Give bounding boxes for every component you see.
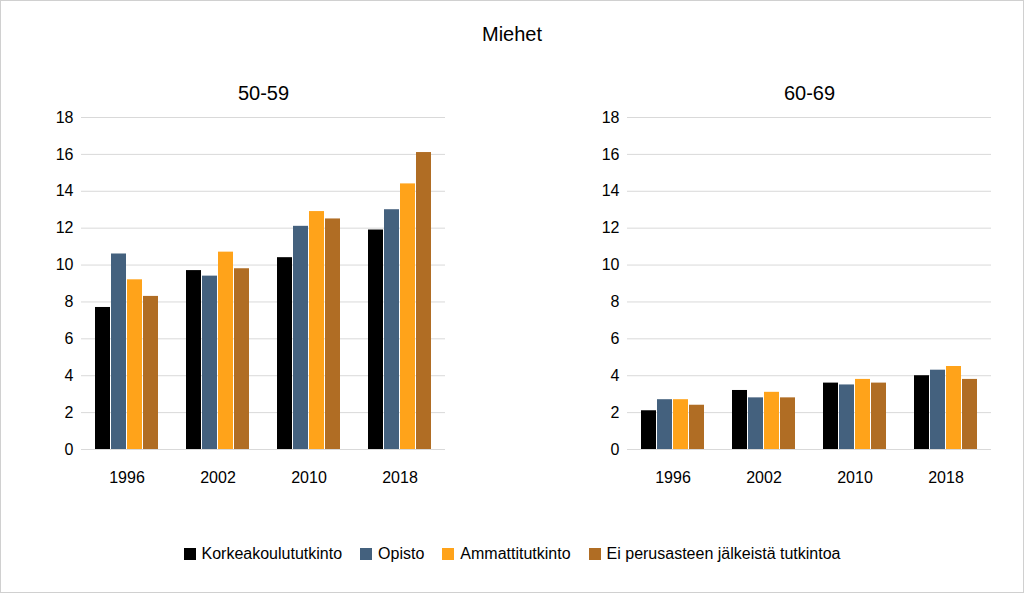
svg-text:4: 4 [65,367,74,384]
svg-text:2018: 2018 [928,469,964,486]
svg-text:16: 16 [56,146,74,163]
svg-text:12: 12 [602,219,620,236]
svg-text:14: 14 [602,182,620,199]
svg-text:0: 0 [611,441,620,458]
svg-text:16: 16 [602,146,620,163]
svg-text:10: 10 [602,256,620,273]
svg-text:4: 4 [611,367,620,384]
html-text:Miehet: Miehet [482,23,542,45]
svg-text:18: 18 [602,109,620,126]
svg-text:14: 14 [56,182,74,199]
html-text:Ammattitutkinto: Ammattitutkinto [460,545,571,562]
html-text:Ei perusasteen jälkeistä tutki: Ei perusasteen jälkeistä tutkintoa [606,545,841,562]
svg-text:2010: 2010 [291,469,327,486]
svg-text:18: 18 [56,109,74,126]
svg-text:1996: 1996 [655,469,691,486]
svg-text:6: 6 [611,330,620,347]
svg-text:2018: 2018 [382,469,418,486]
svg-text:2010: 2010 [837,469,873,486]
html-text:Korkeakoulututkinto: Korkeakoulututkinto [201,545,342,562]
svg-text:50-59: 50-59 [238,82,289,104]
html-text:Opisto: Opisto [378,545,425,562]
svg-text:12: 12 [56,219,74,236]
svg-text:10: 10 [56,256,74,273]
svg-text:2002: 2002 [200,469,236,486]
svg-text:60-69: 60-69 [784,82,835,104]
svg-text:0: 0 [65,441,74,458]
svg-text:1996: 1996 [109,469,145,486]
svg-text:2002: 2002 [746,469,782,486]
svg-text:2: 2 [65,404,74,421]
svg-text:6: 6 [65,330,74,347]
svg-text:8: 8 [65,293,74,310]
svg-text:8: 8 [611,293,620,310]
svg-text:2: 2 [611,404,620,421]
